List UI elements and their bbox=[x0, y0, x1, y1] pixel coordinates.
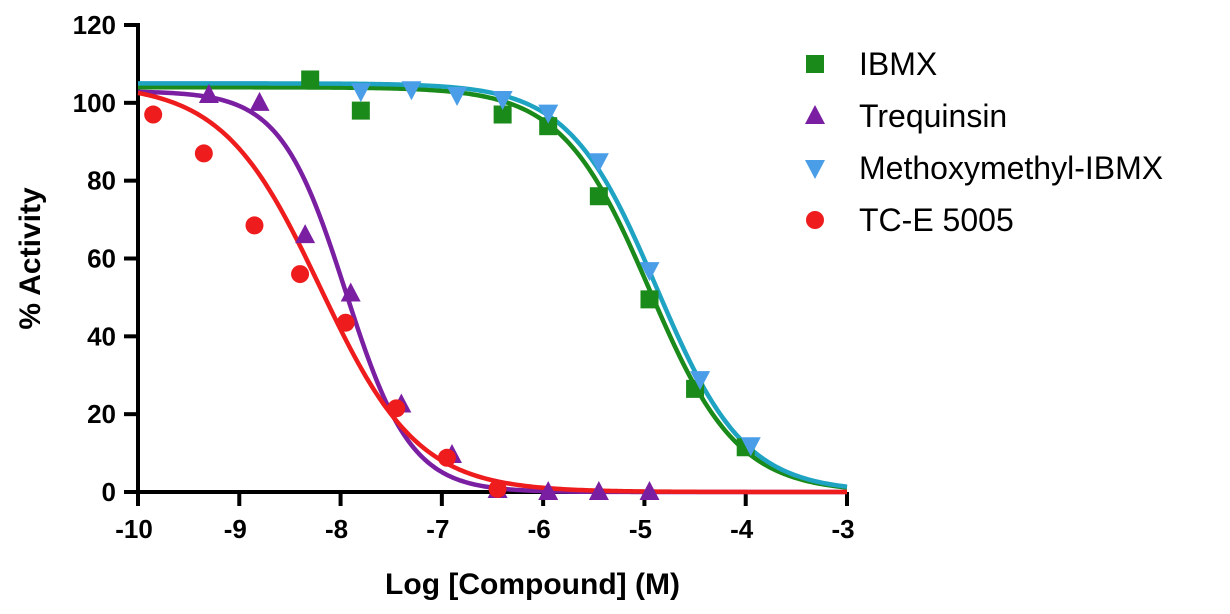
legend-label-ibmx: IBMX bbox=[859, 46, 937, 82]
x-tick-label: -5 bbox=[629, 514, 652, 544]
x-tick-label: -3 bbox=[831, 514, 854, 544]
y-tick-label: 40 bbox=[87, 321, 116, 351]
x-tick-label: -9 bbox=[224, 514, 247, 544]
data-point-ibmx bbox=[539, 117, 558, 136]
legend-marker-trequinsin bbox=[805, 105, 825, 124]
x-tick-label: -10 bbox=[115, 514, 153, 544]
data-point-ibmx bbox=[493, 105, 512, 124]
data-point-trequinsin bbox=[639, 481, 660, 500]
fit-curve-methoxymethyl-ibmx bbox=[138, 81, 848, 489]
x-tick-label: -8 bbox=[325, 514, 348, 544]
data-point-tc-e-5005 bbox=[437, 448, 456, 467]
data-point-trequinsin bbox=[588, 481, 609, 500]
data-point-tc-e-5005 bbox=[194, 144, 213, 163]
axes: -10 -9 -8 -7 -6 -5 -4 -3 0 20 40 60 80 100 120 bbox=[73, 10, 855, 544]
data-point-ibmx bbox=[301, 70, 320, 89]
data-point-ibmx bbox=[589, 187, 608, 206]
data-point-trequinsin bbox=[538, 481, 559, 500]
legend-label-trequinsin: Trequinsin bbox=[859, 98, 1007, 134]
legend-label-methoxymethyl-ibmx: Methoxymethyl-IBMX bbox=[859, 150, 1163, 186]
data-point-methoxymethyl-ibmx bbox=[350, 83, 371, 103]
y-tick-label: 80 bbox=[87, 166, 116, 196]
data-point-methoxymethyl-ibmx bbox=[447, 87, 468, 107]
legend-marker-methoxymethyl-ibmx bbox=[805, 160, 825, 179]
y-tick-label: 20 bbox=[87, 399, 116, 429]
fit-curves bbox=[137, 81, 848, 495]
data-point-tc-e-5005 bbox=[387, 399, 406, 418]
legend-marker-ibmx bbox=[806, 55, 824, 73]
y-tick-label: 120 bbox=[73, 10, 116, 40]
y-tick-label: 60 bbox=[87, 244, 116, 274]
fit-curve-tc-e-5005 bbox=[137, 90, 847, 495]
data-point-trequinsin bbox=[198, 84, 219, 104]
data-point-methoxymethyl-ibmx bbox=[740, 437, 761, 457]
data-point-trequinsin bbox=[340, 282, 361, 302]
data-point-trequinsin bbox=[295, 224, 316, 244]
data-point-methoxymethyl-ibmx bbox=[639, 262, 660, 282]
data-point-ibmx bbox=[351, 101, 370, 120]
x-tick-label: -6 bbox=[528, 514, 551, 544]
legend-marker-tc-e-5005 bbox=[806, 211, 824, 229]
x-axis-title: Log [Compound] (M) bbox=[385, 568, 680, 601]
data-point-methoxymethyl-ibmx bbox=[492, 90, 513, 110]
data-point-tc-e-5005 bbox=[291, 265, 310, 284]
y-axis-title: % Activity bbox=[14, 187, 47, 330]
data-point-ibmx bbox=[640, 290, 659, 309]
y-tick-label: 0 bbox=[102, 477, 116, 507]
legend: IBMX Trequinsin Methoxymethyl-IBMX TC-E 500… bbox=[805, 46, 1163, 238]
fit-curve-ibmx bbox=[138, 85, 848, 490]
data-point-tc-e-5005 bbox=[488, 479, 507, 498]
y-tick-label: 100 bbox=[73, 88, 116, 118]
data-point-methoxymethyl-ibmx bbox=[401, 81, 422, 101]
data-point-tc-e-5005 bbox=[144, 105, 163, 124]
data-point-tc-e-5005 bbox=[336, 313, 355, 332]
x-tick-label: -4 bbox=[730, 514, 754, 544]
data-point-tc-e-5005 bbox=[245, 216, 264, 235]
data-point-methoxymethyl-ibmx bbox=[538, 104, 559, 124]
data-point-methoxymethyl-ibmx bbox=[690, 371, 711, 391]
data-point-methoxymethyl-ibmx bbox=[588, 153, 609, 173]
data-points bbox=[144, 70, 761, 500]
legend-label-tc-e-5005: TC-E 5005 bbox=[859, 202, 1014, 238]
data-point-trequinsin bbox=[249, 91, 270, 111]
x-tick-label: -7 bbox=[426, 514, 449, 544]
